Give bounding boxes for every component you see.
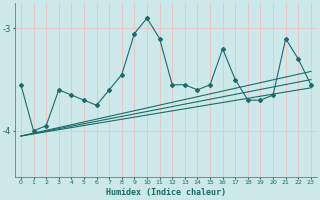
X-axis label: Humidex (Indice chaleur): Humidex (Indice chaleur): [106, 188, 226, 197]
